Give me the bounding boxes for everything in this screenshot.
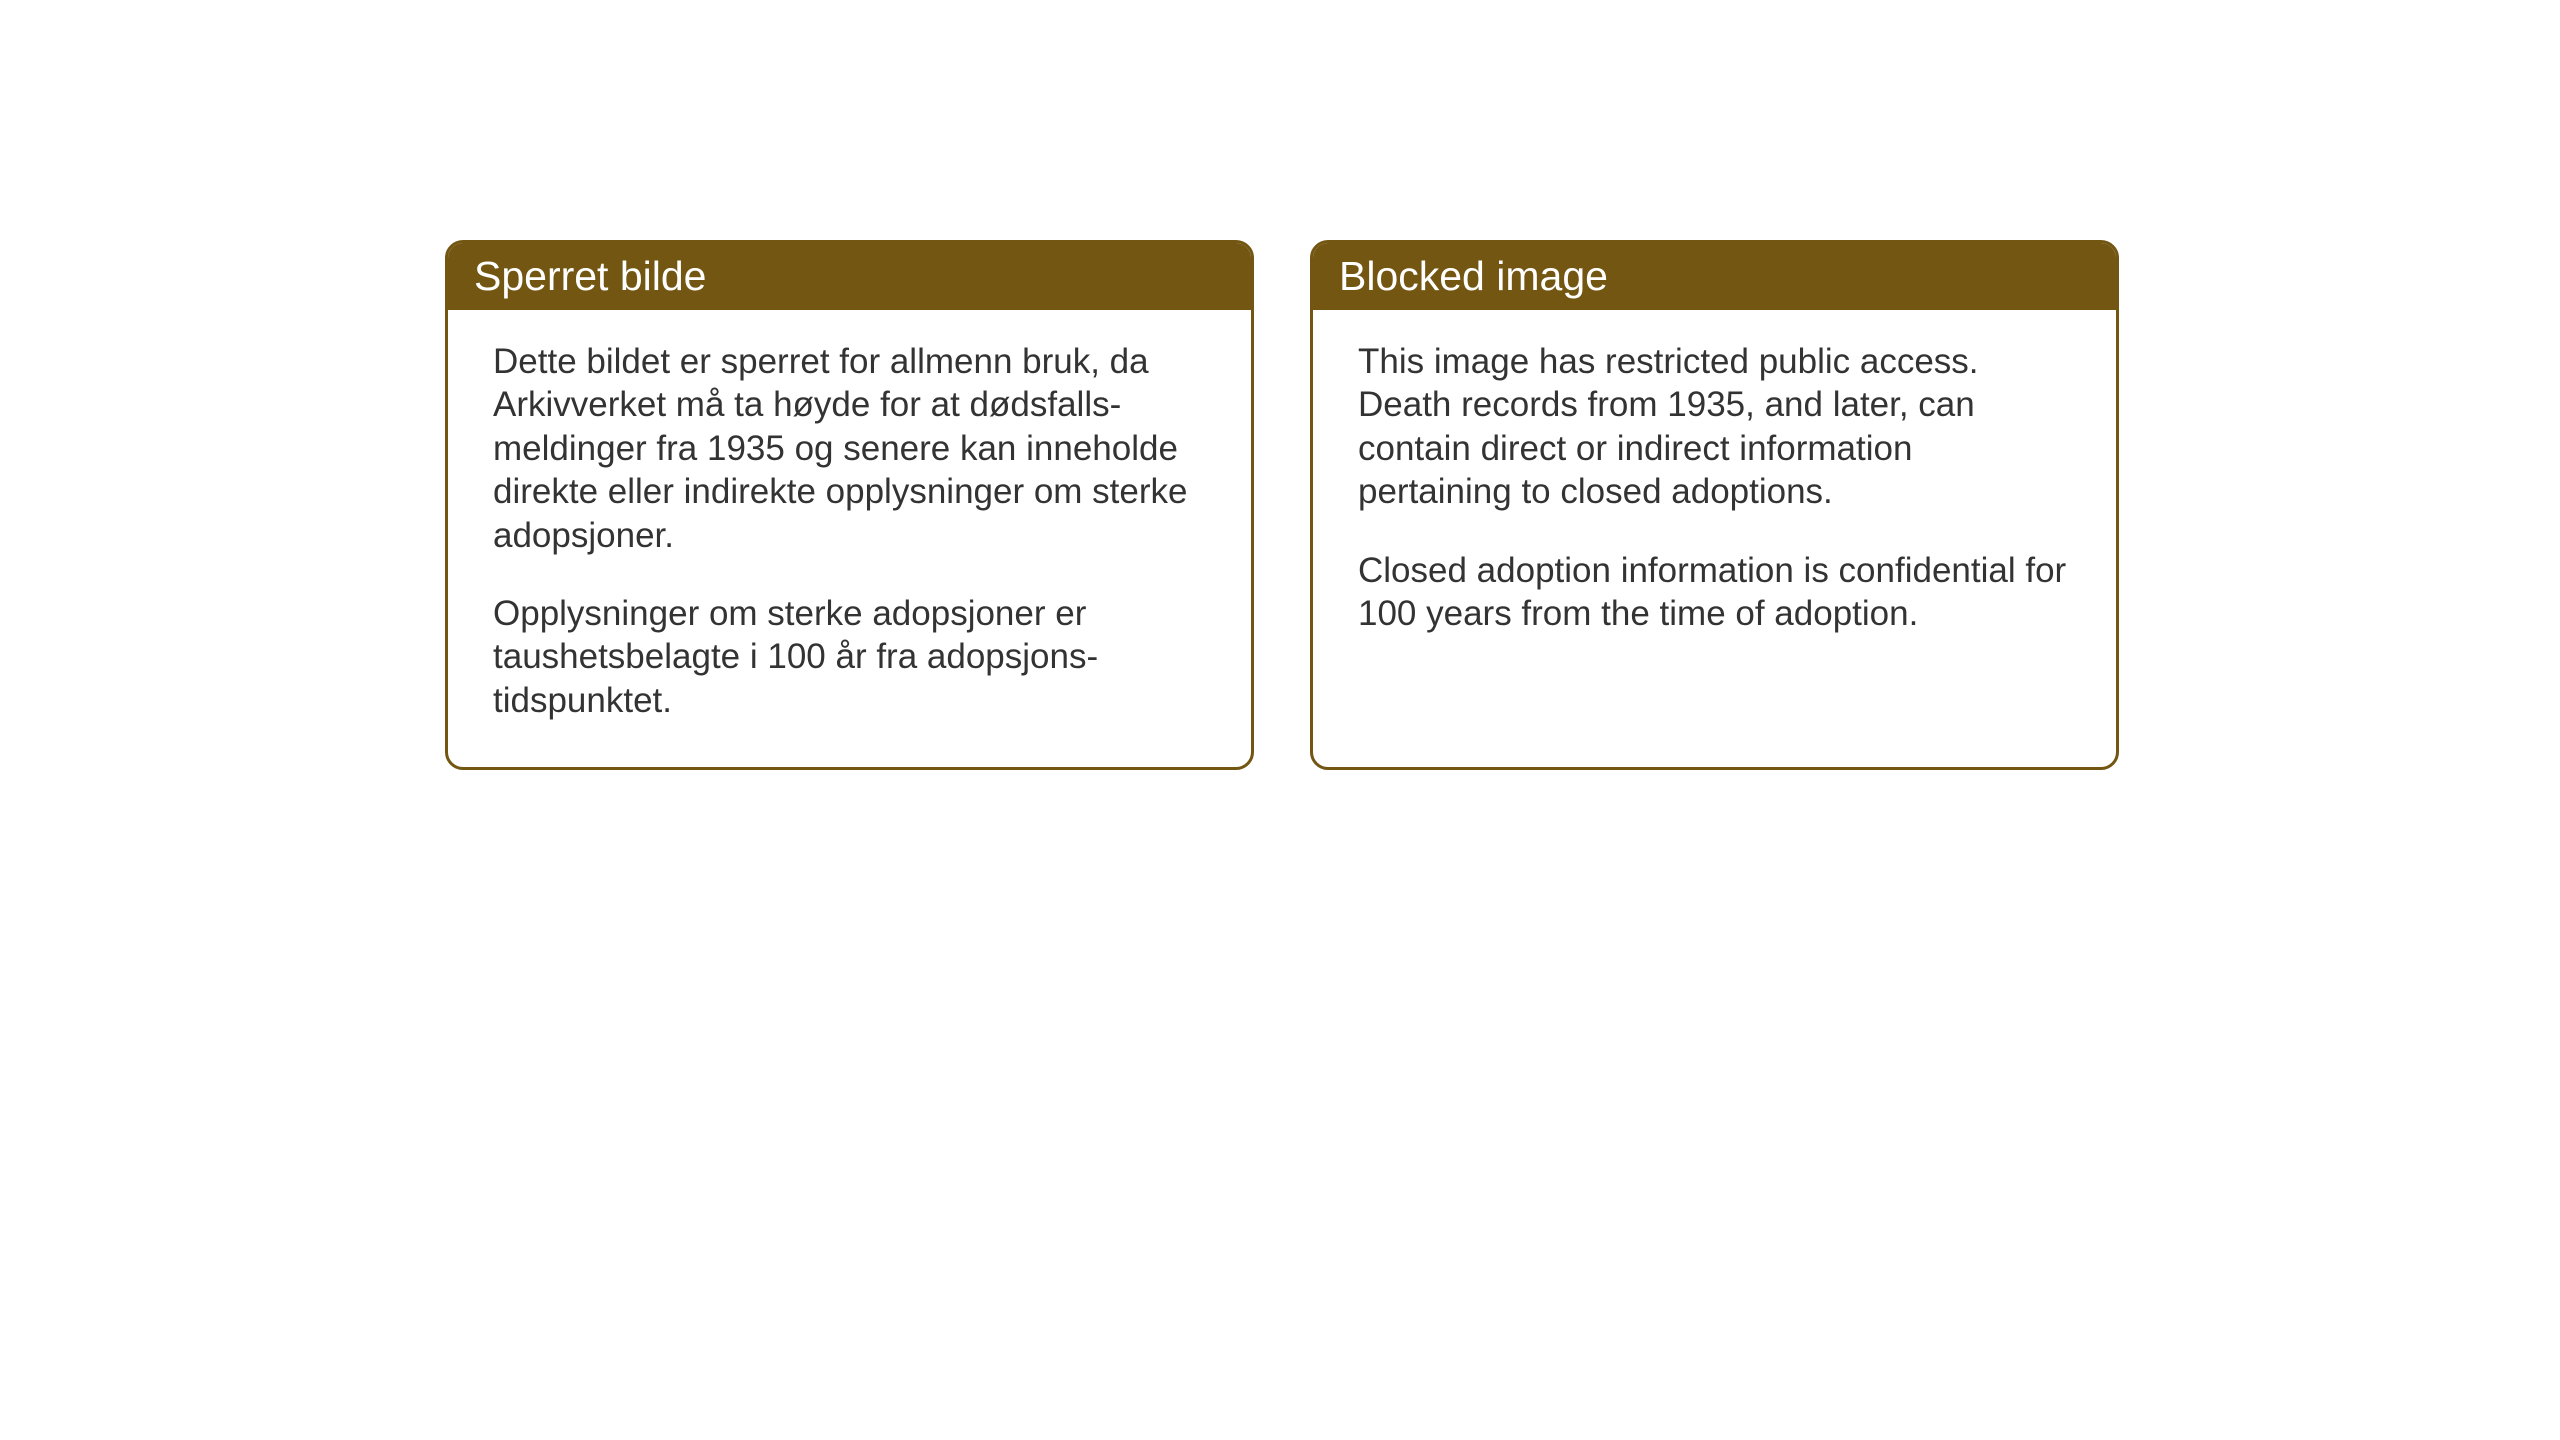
english-card-title: Blocked image — [1313, 243, 2116, 310]
norwegian-card-body: Dette bildet er sperret for allmenn bruk… — [448, 310, 1251, 767]
norwegian-notice-card: Sperret bilde Dette bildet er sperret fo… — [445, 240, 1254, 770]
notice-cards-container: Sperret bilde Dette bildet er sperret fo… — [445, 240, 2119, 770]
norwegian-paragraph-1: Dette bildet er sperret for allmenn bruk… — [493, 340, 1206, 557]
english-notice-card: Blocked image This image has restricted … — [1310, 240, 2119, 770]
english-paragraph-1: This image has restricted public access.… — [1358, 340, 2071, 514]
norwegian-paragraph-2: Opplysninger om sterke adopsjoner er tau… — [493, 592, 1206, 722]
norwegian-card-title: Sperret bilde — [448, 243, 1251, 310]
english-paragraph-2: Closed adoption information is confident… — [1358, 549, 2071, 636]
english-card-body: This image has restricted public access.… — [1313, 310, 2116, 680]
